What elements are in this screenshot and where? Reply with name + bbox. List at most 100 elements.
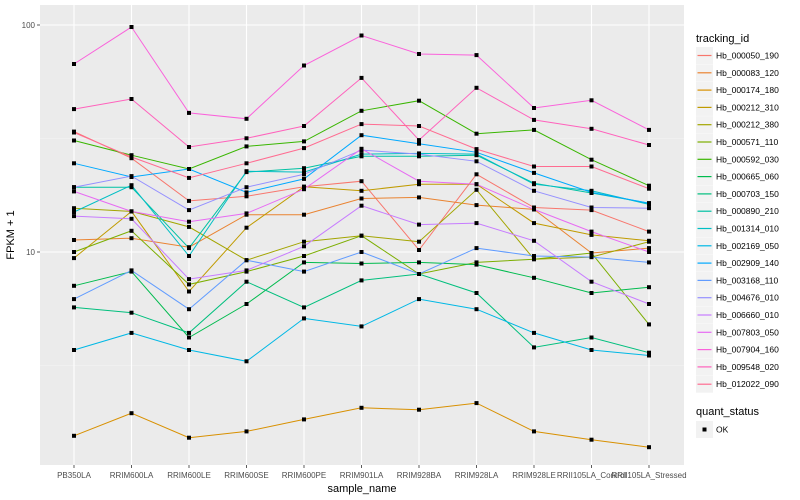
data-point-Hb_009548_020 xyxy=(187,145,191,149)
data-point-Hb_000703_150 xyxy=(532,345,536,350)
data-point-Hb_009548_020 xyxy=(244,136,249,141)
data-point-Hb_002909_140 xyxy=(187,167,191,171)
data-point-Hb_000571_110 xyxy=(72,250,76,254)
data-point-Hb_012022_090 xyxy=(647,186,651,191)
y-tick-label: 100 xyxy=(22,21,36,30)
data-point-Hb_002909_140 xyxy=(359,133,364,138)
data-point-Hb_000703_150 xyxy=(72,305,76,310)
data-point-Hb_000174_180 xyxy=(532,429,536,434)
data-point-Hb_004676_010 xyxy=(302,172,306,177)
legend-label: Hb_002169_050 xyxy=(716,241,779,251)
data-point-Hb_012022_090 xyxy=(359,122,364,127)
data-point-Hb_001314_010 xyxy=(244,169,249,174)
x-tick-label: RRIM901LA xyxy=(340,471,384,480)
data-point-Hb_000665_060 xyxy=(532,275,536,280)
data-point-Hb_000212_380 xyxy=(72,206,76,211)
data-point-Hb_009548_020 xyxy=(474,85,479,90)
data-point-Hb_000592_030 xyxy=(647,183,651,188)
data-point-Hb_000703_150 xyxy=(302,305,306,310)
legend-label: Hb_000050_190 xyxy=(716,51,779,61)
data-point-Hb_012022_090 xyxy=(474,147,479,152)
x-axis-title: sample_name xyxy=(327,483,396,495)
data-point-Hb_000212_380 xyxy=(474,187,479,192)
data-point-Hb_002909_140 xyxy=(302,176,306,181)
data-point-Hb_003168_110 xyxy=(474,246,479,251)
x-tick-label: RRIM928BA xyxy=(397,471,442,480)
data-point-Hb_000050_190 xyxy=(647,229,651,234)
data-point-Hb_000571_110 xyxy=(474,260,479,265)
y-axis-title: FPKM + 1 xyxy=(5,210,17,259)
data-point-Hb_000703_150 xyxy=(187,330,191,335)
data-point-Hb_007803_050 xyxy=(647,250,651,254)
data-point-Hb_002909_140 xyxy=(532,170,536,175)
data-point-Hb_000174_180 xyxy=(417,407,421,412)
data-point-Hb_000592_030 xyxy=(589,157,594,162)
data-point-Hb_009548_020 xyxy=(302,124,306,128)
data-point-Hb_000050_190 xyxy=(187,198,191,203)
data-point-Hb_000212_310 xyxy=(589,232,594,237)
legend-title-color: tracking_id xyxy=(696,33,749,45)
data-point-Hb_003168_110 xyxy=(302,269,306,274)
legend-label: Hb_000083_120 xyxy=(716,68,779,78)
data-point-Hb_000083_120 xyxy=(72,238,76,242)
data-point-Hb_000083_120 xyxy=(647,246,651,251)
data-point-Hb_000571_110 xyxy=(359,233,364,238)
data-point-Hb_000665_060 xyxy=(244,302,249,306)
data-point-Hb_007803_050 xyxy=(359,146,364,151)
data-point-Hb_000212_380 xyxy=(417,239,421,244)
data-point-Hb_001314_010 xyxy=(72,210,76,214)
data-point-Hb_007803_050 xyxy=(302,187,306,192)
data-point-Hb_000174_180 xyxy=(72,433,76,438)
series-points xyxy=(72,25,651,450)
data-point-Hb_002169_050 xyxy=(129,330,134,335)
data-point-Hb_004676_010 xyxy=(129,174,134,179)
data-point-Hb_006660_010 xyxy=(244,268,249,273)
data-point-Hb_003168_110 xyxy=(187,307,191,312)
data-point-Hb_000703_150 xyxy=(359,278,364,283)
data-point-Hb_009548_020 xyxy=(72,107,76,112)
data-point-Hb_004676_010 xyxy=(244,185,249,190)
legend-label-ok: OK xyxy=(716,425,729,435)
data-point-Hb_000890_210 xyxy=(187,246,191,251)
data-point-Hb_009548_020 xyxy=(589,126,594,131)
data-point-Hb_000174_180 xyxy=(302,417,306,422)
data-point-Hb_000665_060 xyxy=(647,285,651,290)
data-point-Hb_000665_060 xyxy=(72,283,76,288)
data-point-Hb_000665_060 xyxy=(187,335,191,340)
legend-title-shape: quant_status xyxy=(696,406,759,418)
data-point-Hb_002169_050 xyxy=(302,316,306,321)
data-point-Hb_000571_110 xyxy=(589,251,594,255)
legend-label: Hb_009548_020 xyxy=(716,362,779,372)
data-point-Hb_003168_110 xyxy=(72,297,76,302)
data-point-Hb_007904_160 xyxy=(474,53,479,58)
data-point-Hb_007904_160 xyxy=(589,98,594,103)
legend-label: Hb_003168_110 xyxy=(716,275,779,285)
data-point-Hb_000212_310 xyxy=(417,182,421,187)
x-tick-label: PB350LA xyxy=(57,471,91,480)
legend-label: Hb_000890_210 xyxy=(716,206,779,216)
data-point-Hb_002909_140 xyxy=(589,190,594,195)
data-point-Hb_006660_010 xyxy=(474,221,479,226)
data-point-Hb_007904_160 xyxy=(72,62,76,66)
data-point-Hb_000592_030 xyxy=(359,108,364,113)
y-tick-label: 10 xyxy=(26,248,35,257)
data-point-Hb_000703_150 xyxy=(474,291,479,295)
data-point-Hb_002909_140 xyxy=(474,150,479,155)
data-point-Hb_007803_050 xyxy=(72,189,76,194)
data-point-Hb_007803_050 xyxy=(532,207,536,212)
data-point-Hb_002909_140 xyxy=(647,201,651,206)
data-point-Hb_007904_160 xyxy=(129,25,134,29)
x-axis: PB350LA RRIM600LA RRIM600LE RRIM600SE RRIM60… xyxy=(57,465,687,480)
data-point-Hb_007904_160 xyxy=(302,63,306,68)
data-point-Hb_004676_010 xyxy=(647,206,651,211)
data-point-Hb_000571_110 xyxy=(187,282,191,287)
legend-label: Hb_000703_150 xyxy=(716,189,779,199)
data-point-Hb_000703_150 xyxy=(589,335,594,340)
data-point-Hb_000212_310 xyxy=(302,184,306,189)
data-point-Hb_004676_010 xyxy=(532,188,536,193)
data-point-Hb_000050_190 xyxy=(359,179,364,184)
data-point-Hb_000083_120 xyxy=(129,236,134,241)
x-tick-label: RRIM600PE xyxy=(282,471,326,480)
data-point-Hb_000212_380 xyxy=(647,239,651,244)
data-point-Hb_000050_190 xyxy=(417,248,421,252)
